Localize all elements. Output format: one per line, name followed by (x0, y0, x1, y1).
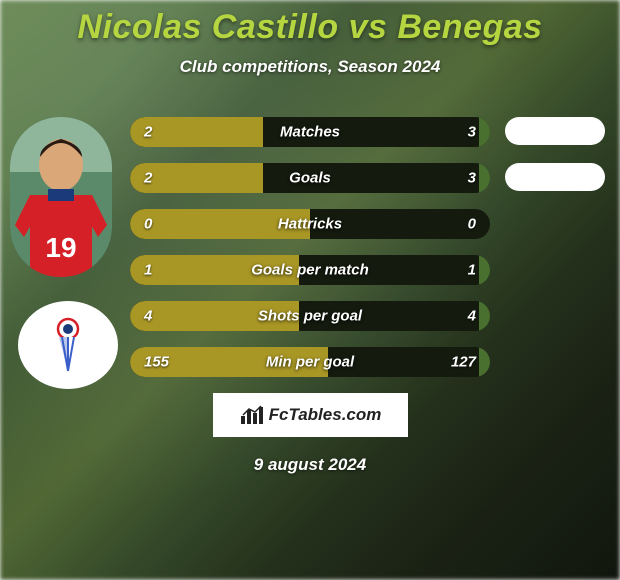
right-decor-col (490, 255, 620, 285)
stat-value-left: 0 (144, 216, 152, 233)
stat-label: Goals per match (251, 262, 369, 279)
bar-right-fill (479, 255, 490, 285)
stat-value-left: 4 (144, 308, 152, 325)
brand-icon (239, 404, 265, 426)
stat-bar: 2 3 Goals (130, 163, 490, 193)
stat-rows: 19 2 3 Matches 2 3 Goals 0 0 Hattricks 1 1 Goals pe… (0, 117, 620, 377)
right-decor-col (490, 209, 620, 239)
stat-value-right: 3 (468, 124, 476, 141)
left-decor-col (0, 301, 130, 331)
content-wrapper: Nicolas Castillo vs Benegas Club competi… (0, 0, 620, 475)
stat-value-right: 0 (468, 216, 476, 233)
right-decor-col (490, 163, 620, 193)
stat-bar: 0 0 Hattricks (130, 209, 490, 239)
stat-bar: 4 4 Shots per goal (130, 301, 490, 331)
bar-right-fill (479, 163, 490, 193)
brand-badge: FcTables.com (213, 393, 408, 437)
stat-row: 155 127 Min per goal (0, 347, 620, 377)
stat-value-right: 127 (451, 354, 476, 371)
left-decor-col: 19 (0, 117, 130, 147)
stat-value-right: 1 (468, 262, 476, 279)
stat-row: 1 1 Goals per match (0, 255, 620, 285)
player2-placeholder-pill (505, 117, 605, 145)
vs-text: vs (349, 8, 388, 46)
bar-right-fill (479, 347, 490, 377)
stat-row: 19 2 3 Matches (0, 117, 620, 147)
stat-value-left: 2 (144, 124, 152, 141)
stat-value-left: 2 (144, 170, 152, 187)
right-decor-col (490, 117, 620, 147)
stat-label: Matches (280, 124, 340, 141)
stat-value-left: 1 (144, 262, 152, 279)
stat-value-left: 155 (144, 354, 169, 371)
left-decor-col (0, 209, 130, 239)
date-text: 9 august 2024 (0, 455, 620, 475)
stat-label: Shots per goal (258, 308, 362, 325)
stat-value-right: 4 (468, 308, 476, 325)
stat-bar: 1 1 Goals per match (130, 255, 490, 285)
stat-bar: 2 3 Matches (130, 117, 490, 147)
subtitle: Club competitions, Season 2024 (0, 57, 620, 77)
stat-row: 0 0 Hattricks (0, 209, 620, 239)
stat-label: Goals (289, 170, 331, 187)
brand-text: FcTables.com (269, 405, 382, 425)
left-decor-col (0, 255, 130, 285)
player2-placeholder-pill (505, 163, 605, 191)
left-decor-col (0, 347, 130, 377)
player2-name: Benegas (397, 8, 542, 46)
bar-right-fill (479, 301, 490, 331)
stat-label: Min per goal (266, 354, 354, 371)
player1-photo-svg: 19 (10, 117, 112, 277)
player1-photo: 19 (10, 117, 112, 277)
left-decor-col (0, 163, 130, 193)
right-decor-col (490, 347, 620, 377)
bar-right-fill (479, 117, 490, 147)
stat-value-right: 3 (468, 170, 476, 187)
player1-name: Nicolas Castillo (77, 8, 338, 46)
stat-label: Hattricks (278, 216, 342, 233)
right-decor-col (490, 301, 620, 331)
stat-row: 4 4 Shots per goal (0, 301, 620, 331)
comparison-title: Nicolas Castillo vs Benegas (0, 8, 620, 47)
stat-bar: 155 127 Min per goal (130, 347, 490, 377)
stat-row: 2 3 Goals (0, 163, 620, 193)
